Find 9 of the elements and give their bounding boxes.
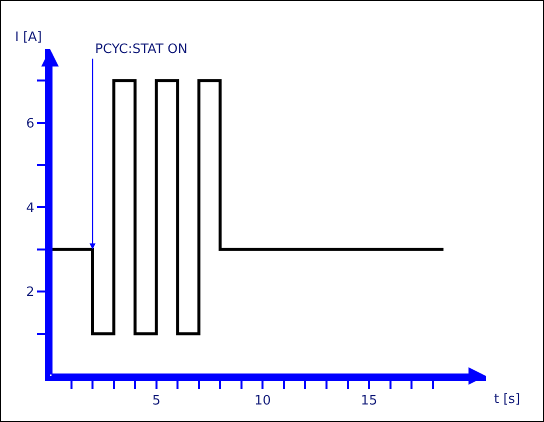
x-tick-label: 15 <box>360 394 378 409</box>
x-tick-label: 5 <box>152 394 160 409</box>
y-tick-label: 2 <box>26 285 34 300</box>
x-axis-title: t [s] <box>494 392 520 407</box>
x-tick-label: 10 <box>254 394 271 409</box>
annotation: PCYC:STAT ON <box>95 42 188 57</box>
y-axis-title: I [A] <box>15 30 42 45</box>
y-tick-label: 6 <box>26 116 34 132</box>
y-tick-label: 4 <box>26 200 34 216</box>
